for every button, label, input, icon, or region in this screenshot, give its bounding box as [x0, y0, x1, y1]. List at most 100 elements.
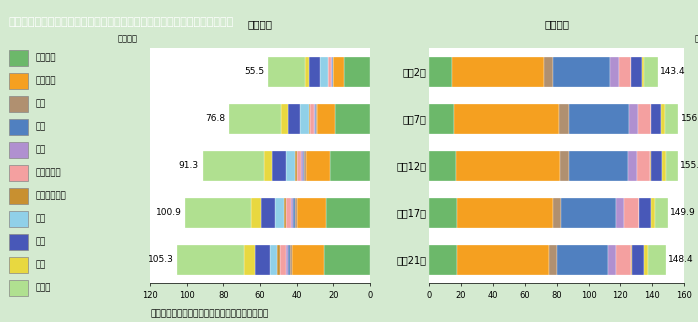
Bar — [629, 104, 638, 134]
Bar — [288, 104, 299, 134]
Bar — [457, 245, 549, 275]
Bar — [8, 142, 28, 158]
Bar — [616, 198, 624, 228]
Bar — [297, 198, 326, 228]
Bar — [299, 104, 309, 134]
Text: （備考）文部科学省「学校基本調査」より作成。: （備考）文部科学省「学校基本調査」より作成。 — [150, 310, 268, 319]
Bar — [624, 198, 639, 228]
Bar — [429, 245, 457, 275]
Bar — [655, 198, 668, 228]
Bar — [610, 57, 618, 87]
Bar — [229, 104, 281, 134]
Bar — [637, 151, 651, 181]
Bar — [560, 151, 569, 181]
Bar — [297, 151, 302, 181]
Bar — [638, 104, 651, 134]
Bar — [429, 198, 457, 228]
Text: 155.9: 155.9 — [680, 161, 698, 170]
Text: 149.9: 149.9 — [670, 208, 696, 217]
Text: 農学: 農学 — [36, 146, 46, 155]
Bar — [429, 57, 452, 87]
Bar — [295, 198, 297, 228]
Bar — [456, 151, 560, 181]
Bar — [185, 198, 251, 228]
Bar — [286, 245, 288, 275]
Bar — [335, 104, 370, 134]
Bar — [269, 245, 277, 275]
Bar — [304, 151, 306, 181]
Bar — [334, 57, 344, 87]
Text: 理学: 理学 — [36, 99, 46, 109]
Bar — [261, 198, 276, 228]
Bar — [644, 57, 658, 87]
Bar — [313, 104, 315, 134]
Bar — [8, 165, 28, 181]
Bar — [549, 245, 558, 275]
Bar — [317, 104, 335, 134]
Text: 教育: 教育 — [36, 237, 46, 246]
Bar — [305, 57, 309, 87]
Bar — [558, 245, 609, 275]
Bar — [553, 198, 561, 228]
Bar — [664, 104, 678, 134]
Text: 105.3: 105.3 — [147, 255, 173, 264]
Bar — [8, 257, 28, 273]
Bar — [457, 198, 553, 228]
Bar — [281, 104, 288, 134]
Bar — [544, 57, 553, 87]
Bar — [265, 151, 272, 181]
Text: 156.3: 156.3 — [681, 114, 698, 123]
Bar — [293, 198, 295, 228]
Bar — [328, 57, 331, 87]
Text: 人文科学: 人文科学 — [36, 54, 57, 62]
Text: （万人）: （万人） — [695, 34, 698, 43]
Bar — [272, 151, 286, 181]
Bar — [290, 245, 292, 275]
Bar — [283, 198, 286, 228]
Bar — [309, 104, 310, 134]
Text: 148.4: 148.4 — [668, 255, 694, 264]
Bar — [429, 104, 454, 134]
Bar — [666, 151, 678, 181]
Text: 医学・歯学: 医学・歯学 — [36, 168, 61, 177]
Bar — [291, 198, 293, 228]
Bar — [648, 245, 666, 275]
Bar — [326, 198, 370, 228]
Text: 芸術: 芸術 — [36, 260, 46, 269]
Bar — [277, 245, 280, 275]
Bar — [454, 104, 559, 134]
Bar — [644, 245, 648, 275]
Bar — [553, 57, 610, 87]
Bar — [329, 151, 370, 181]
Text: 社会科学: 社会科学 — [36, 77, 57, 86]
Bar — [618, 57, 631, 87]
Bar — [295, 151, 297, 181]
Bar — [8, 234, 28, 250]
Bar — [631, 245, 632, 275]
Bar — [331, 57, 332, 87]
Text: その他の保健: その他の保健 — [36, 191, 66, 200]
Bar — [286, 151, 295, 181]
Bar — [662, 151, 666, 181]
Bar — [8, 280, 28, 296]
Bar — [8, 211, 28, 227]
Text: 76.8: 76.8 — [205, 114, 225, 123]
Bar — [332, 57, 334, 87]
Bar — [8, 50, 28, 66]
Bar — [276, 198, 283, 228]
Bar — [429, 151, 456, 181]
Bar — [8, 119, 28, 135]
Bar — [559, 104, 569, 134]
Text: （万人）: （万人） — [118, 34, 138, 43]
Bar — [616, 245, 631, 275]
Bar — [315, 104, 317, 134]
Bar — [452, 57, 544, 87]
Bar — [320, 57, 328, 87]
Text: （女性）: （女性） — [248, 19, 272, 29]
Text: 家政: 家政 — [36, 214, 46, 223]
Bar — [609, 245, 616, 275]
Bar — [569, 151, 628, 181]
Bar — [309, 57, 320, 87]
Bar — [306, 151, 329, 181]
Bar — [8, 73, 28, 90]
